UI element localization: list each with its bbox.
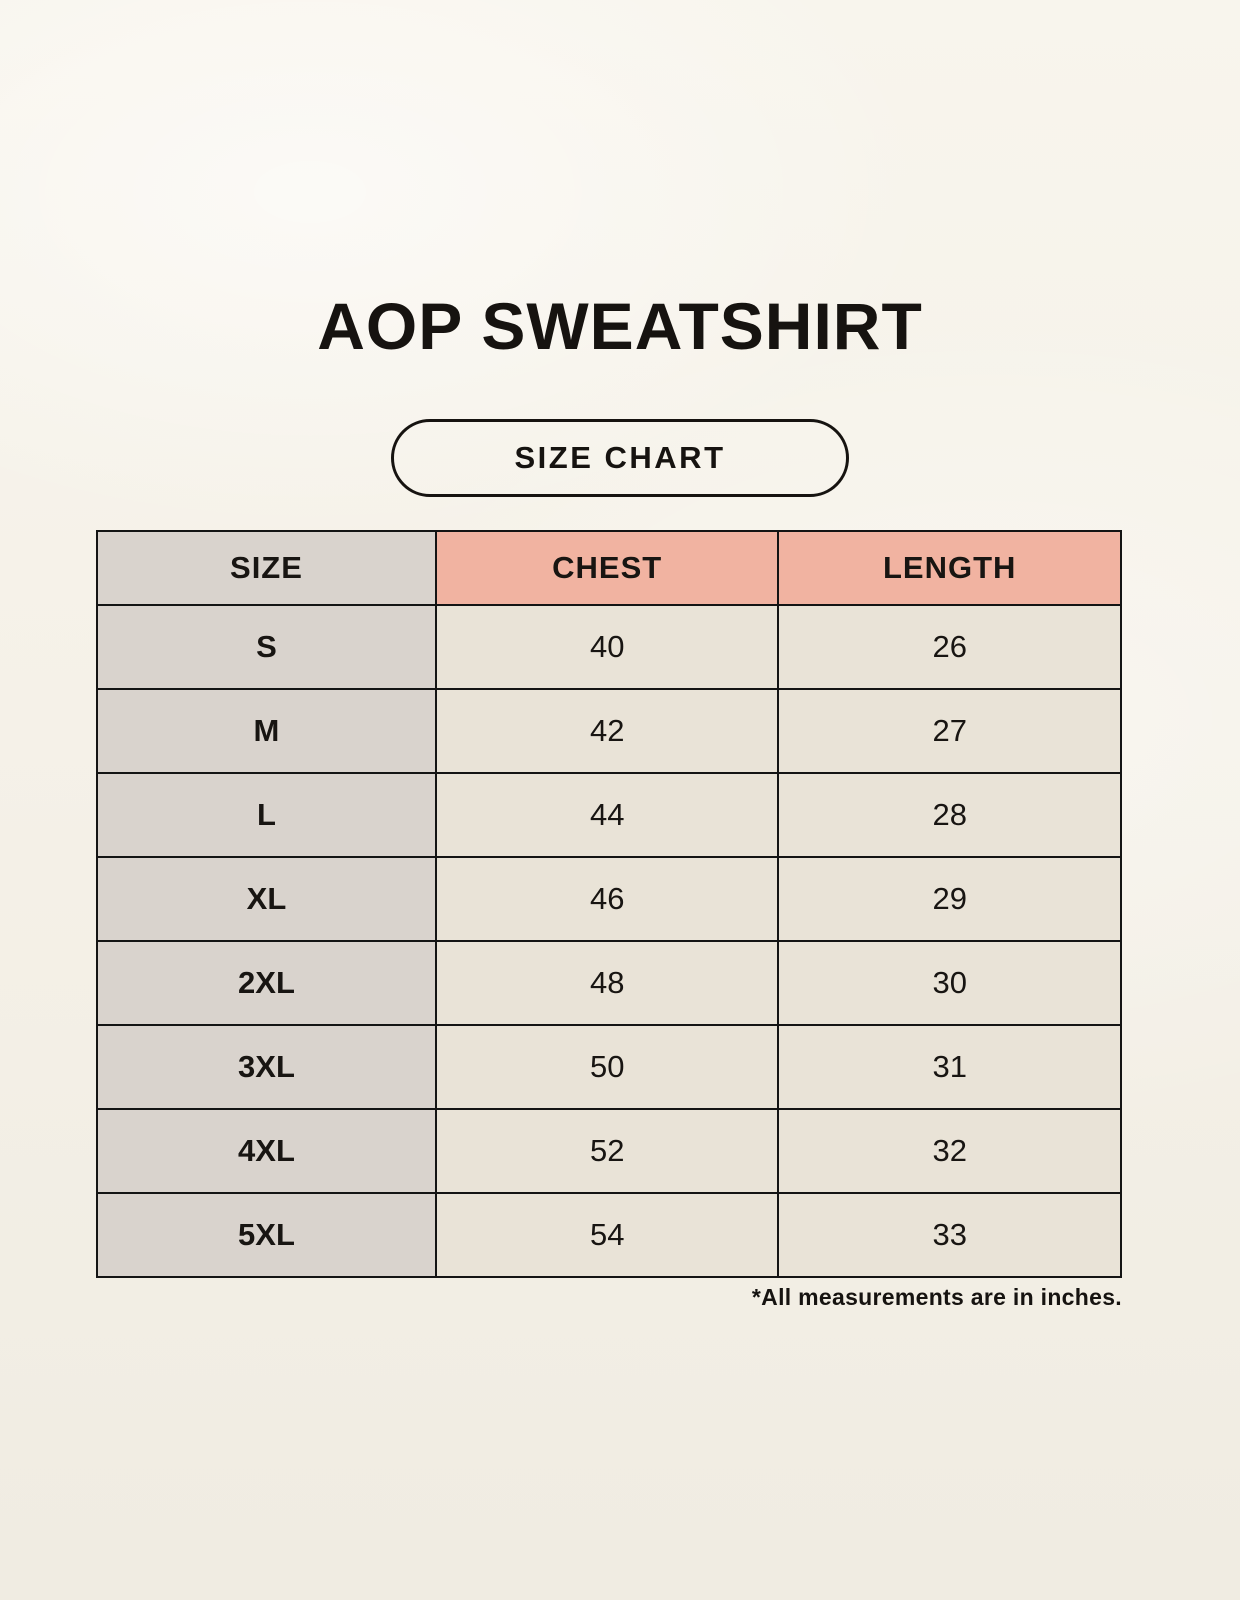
- table-row: 4XL 52 32: [96, 1108, 1122, 1194]
- length-value: 27: [777, 688, 1122, 774]
- length-value: 30: [777, 940, 1122, 1026]
- table-row: M 42 27: [96, 688, 1122, 774]
- size-label: 3XL: [96, 1024, 437, 1110]
- size-label: S: [96, 604, 437, 690]
- size-chart-badge: SIZE CHART: [391, 419, 849, 497]
- length-value: 32: [777, 1108, 1122, 1194]
- table-row: 2XL 48 30: [96, 940, 1122, 1026]
- table-row: S 40 26: [96, 604, 1122, 690]
- chest-value: 44: [434, 772, 780, 858]
- length-value: 33: [777, 1192, 1122, 1278]
- column-header-chest: CHEST: [434, 530, 780, 606]
- length-value: 28: [777, 772, 1122, 858]
- size-label: M: [96, 688, 437, 774]
- length-value: 26: [777, 604, 1122, 690]
- size-label: 5XL: [96, 1192, 437, 1278]
- size-label: XL: [96, 856, 437, 942]
- page-title: AOP SWEATSHIRT: [317, 289, 923, 363]
- chest-value: 54: [434, 1192, 780, 1278]
- size-label: 4XL: [96, 1108, 437, 1194]
- table-header-row: SIZE CHEST LENGTH: [96, 530, 1122, 606]
- chest-value: 48: [434, 940, 780, 1026]
- table-row: L 44 28: [96, 772, 1122, 858]
- table-row: 5XL 54 33: [96, 1192, 1122, 1278]
- table-row: 3XL 50 31: [96, 1024, 1122, 1110]
- size-label: L: [96, 772, 437, 858]
- length-value: 31: [777, 1024, 1122, 1110]
- size-label: 2XL: [96, 940, 437, 1026]
- chest-value: 40: [434, 604, 780, 690]
- table-row: XL 46 29: [96, 856, 1122, 942]
- length-value: 29: [777, 856, 1122, 942]
- column-header-size: SIZE: [96, 530, 437, 606]
- chest-value: 50: [434, 1024, 780, 1110]
- size-chart-badge-label: SIZE CHART: [514, 440, 726, 475]
- measurements-footnote: *All measurements are in inches.: [751, 1284, 1122, 1310]
- chest-value: 46: [434, 856, 780, 942]
- chest-value: 52: [434, 1108, 780, 1194]
- chest-value: 42: [434, 688, 780, 774]
- size-table: SIZE CHEST LENGTH S 40 26 M 42 27 L 44 2…: [96, 530, 1122, 1278]
- column-header-length: LENGTH: [777, 530, 1122, 606]
